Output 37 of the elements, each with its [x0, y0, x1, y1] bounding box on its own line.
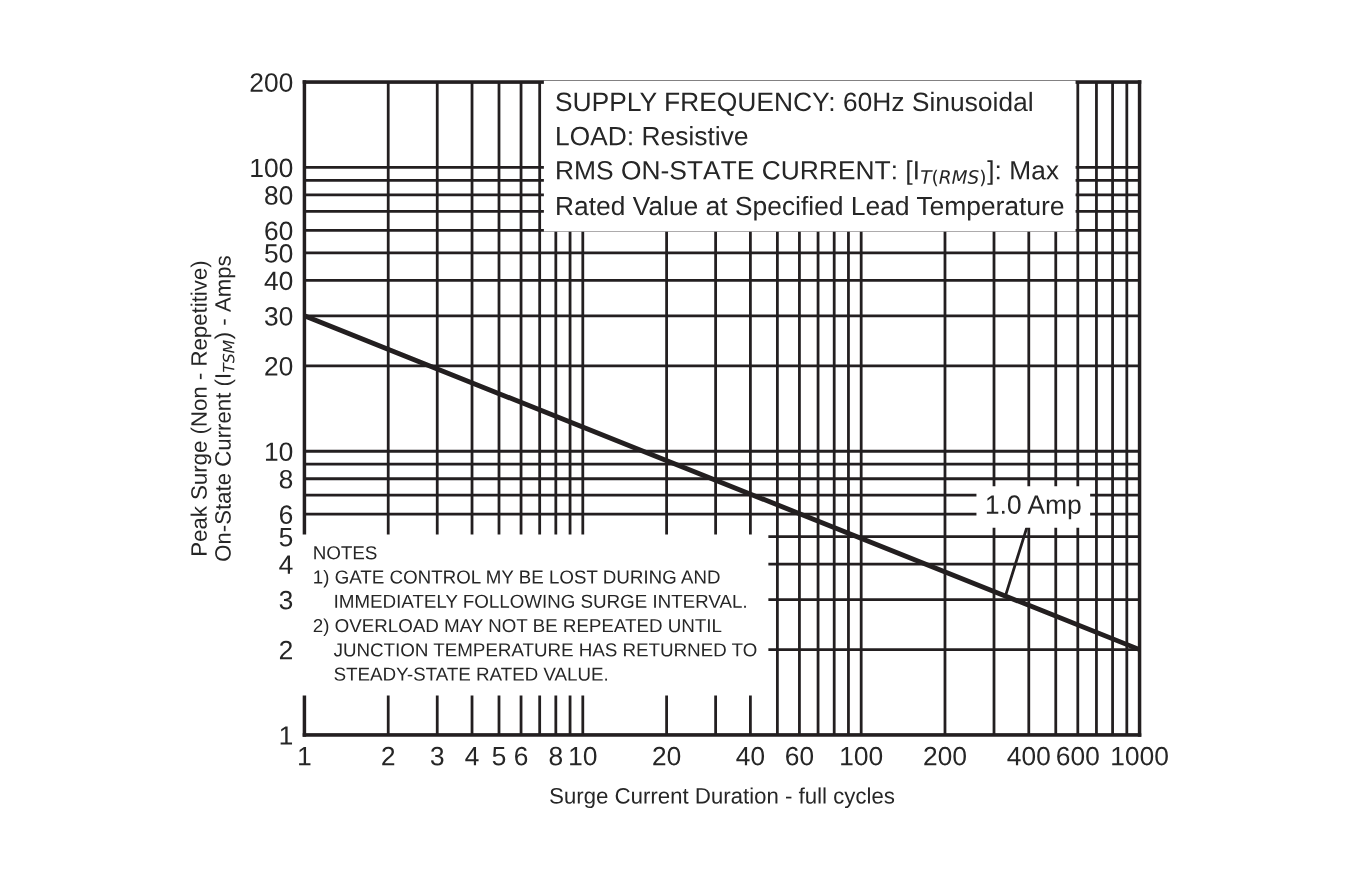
x-tick-label: 400 — [1007, 746, 1050, 766]
x-tick-label: 10 — [570, 746, 597, 766]
annotation: NOTES 1) GATE CONTROL MY BE LOST DURING AND IMMEDIATELY FOLLOWING SURGE INTERVAL. 2) OVERLOAD MAY NOT BE REPEATED UNTIL JUNCTION TEMPERATURE HAS RETURNED TO STEADY-STATE RATED VALUE. — [313, 546, 757, 681]
x-tick-label: 40 — [736, 746, 765, 766]
x-tick-label: 3 — [430, 746, 444, 766]
y-tick-label: 200 — [250, 73, 293, 92]
x-tick-label: 600 — [1057, 746, 1099, 766]
x-tick-label: 1000 — [1112, 746, 1168, 766]
x-tick-label: 6 — [515, 746, 528, 766]
x-tick-label: 5 — [492, 747, 506, 766]
x-axis-title: Surge Current Duration - full cycles — [550, 787, 895, 809]
y-tick-label: 10 — [265, 442, 293, 462]
y-axis-title: Peak Surge (Non - Repetitive) On-State Current (I$_{TSM}$) - Amps — [190, 256, 236, 561]
x-tick-label: 1 — [299, 747, 311, 766]
y-tick-label: 8 — [279, 469, 293, 489]
y-tick-label: 100 — [251, 158, 293, 178]
x-tick-label: 60 — [786, 746, 814, 766]
annotation: SUPPLY FREQUENCY: 60Hz Sinusoidal LOAD: Resistive RMS ON-STATE CURRENT: [I$_{T(RMS)}$]: Max Rated Value at Specified Lead Temperature — [556, 91, 1064, 221]
y-tick-label: 30 — [264, 306, 293, 326]
y-tick-label: 5 — [279, 528, 293, 547]
y-tick-label: 60 — [265, 221, 293, 241]
x-tick-label: 8 — [549, 746, 563, 766]
x-tick-label: 200 — [924, 746, 966, 766]
x-tick-label: 20 — [653, 746, 681, 766]
y-tick-label: 50 — [265, 244, 293, 263]
annotation: 1.0 Amp — [986, 495, 1081, 520]
y-tick-label: 1 — [280, 726, 293, 745]
y-tick-label: 40 — [264, 271, 293, 291]
x-tick-label: 2 — [382, 746, 395, 766]
y-tick-label: 3 — [279, 590, 293, 610]
x-tick-label: 100 — [841, 746, 883, 766]
y-tick-label: 4 — [279, 555, 293, 574]
y-tick-label: 20 — [265, 356, 293, 376]
y-tick-label: 80 — [265, 186, 293, 205]
y-tick-label: 2 — [279, 640, 292, 660]
y-tick-label: 6 — [279, 505, 293, 525]
x-tick-label: 4 — [465, 747, 479, 766]
